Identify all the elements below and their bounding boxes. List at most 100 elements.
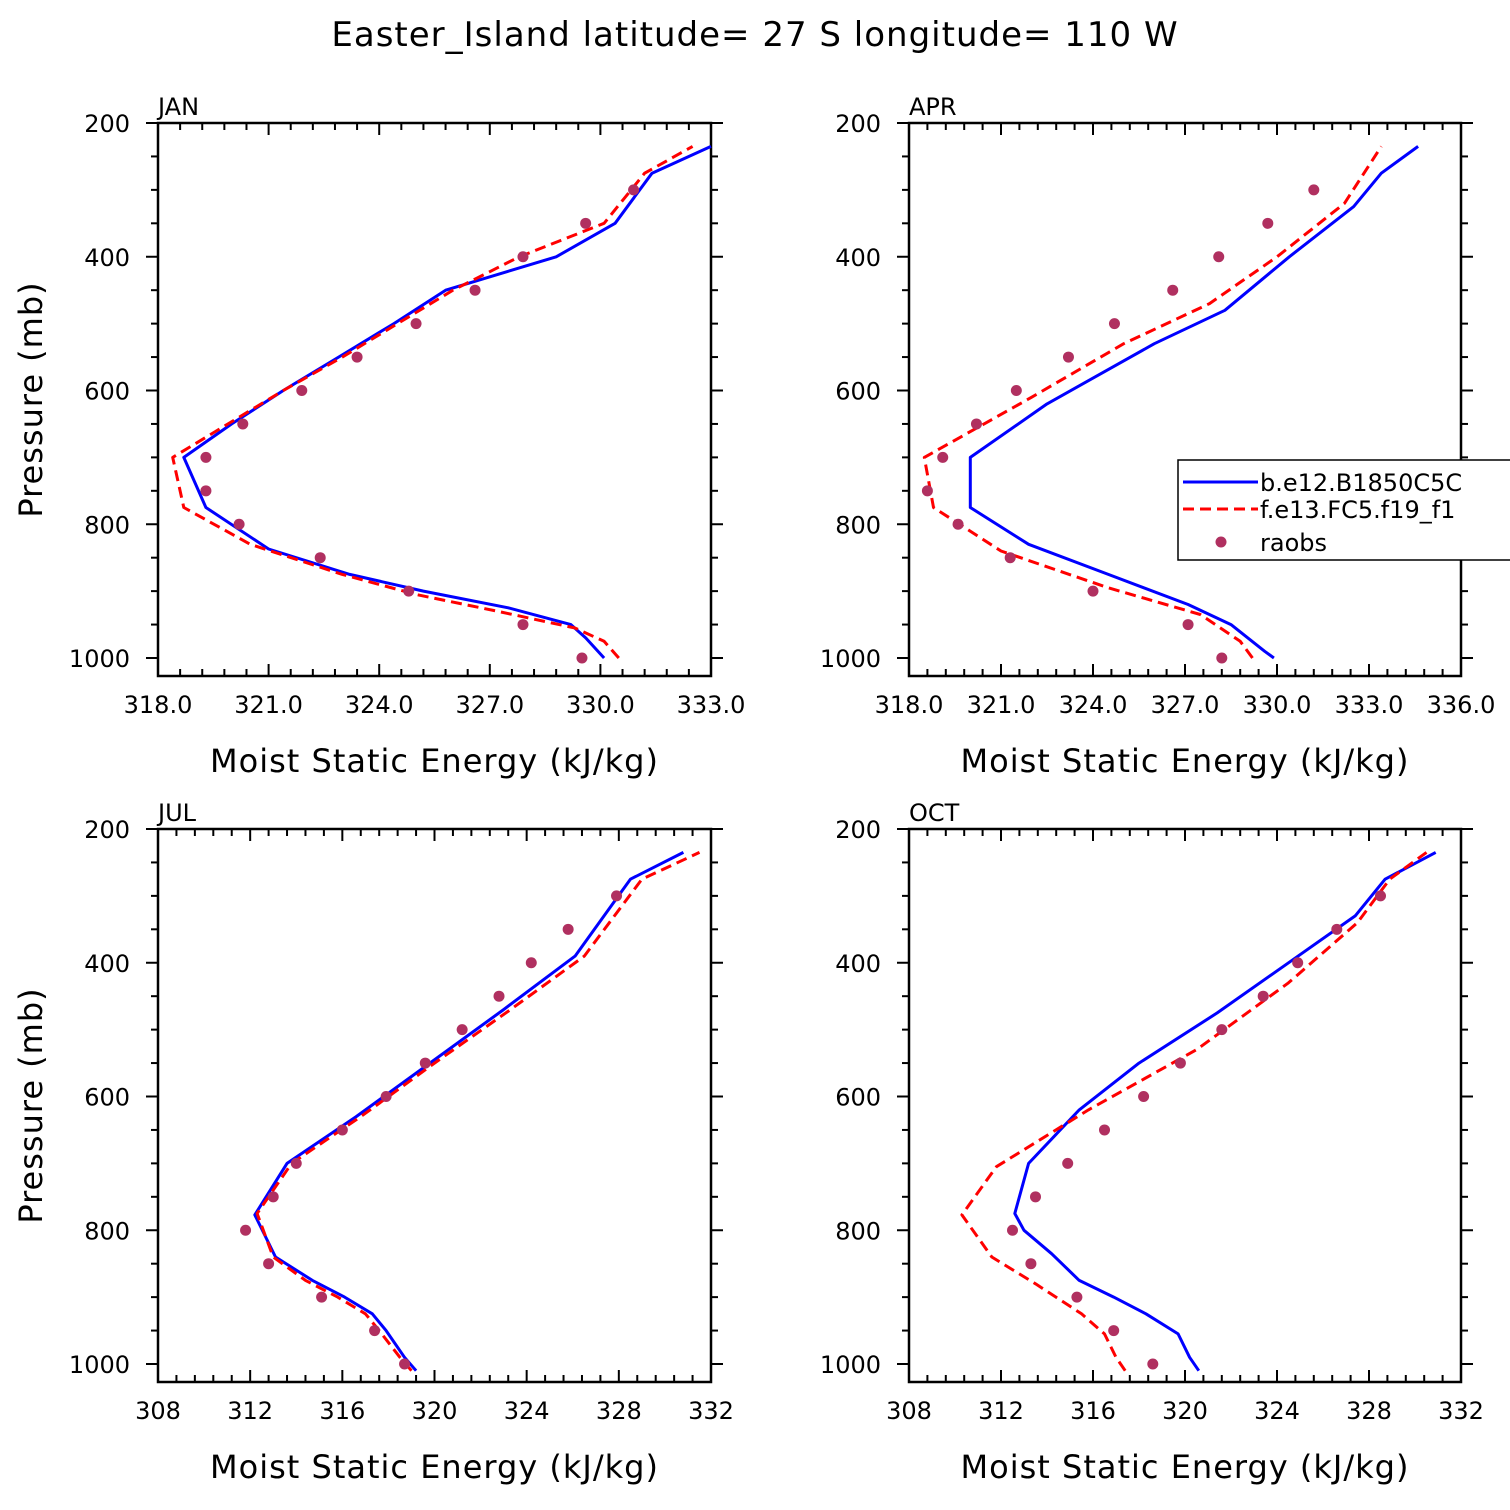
raobs-point (296, 385, 308, 396)
x-tick-label: 318.0 (124, 691, 193, 719)
raobs-point (403, 585, 415, 597)
raobs-point (351, 351, 363, 363)
raobs-point (1331, 923, 1343, 935)
x-tick-label: 324 (1254, 1397, 1300, 1425)
raobs-point (1375, 890, 1386, 902)
raobs-point (952, 518, 964, 530)
raobs-point (314, 552, 326, 564)
raobs-point (1182, 619, 1194, 631)
x-tick-label: 324.0 (1059, 691, 1128, 719)
f-model-line (255, 851, 701, 1372)
raobs-point (369, 1325, 381, 1337)
raobs-point (1071, 1291, 1083, 1303)
panel-label: JAN (156, 93, 199, 121)
raobs-point (399, 1358, 411, 1370)
panel-label: OCT (909, 799, 960, 827)
f-model-line (922, 145, 1383, 659)
y-tick-label: 200 (835, 816, 881, 844)
b-model-line (253, 851, 685, 1372)
raobs-point (562, 923, 574, 935)
x-tick-label: 333.0 (677, 691, 746, 719)
raobs-point (1062, 1157, 1074, 1169)
raobs-point (1174, 1057, 1186, 1069)
y-tick-label: 800 (835, 1217, 881, 1245)
panel-label: JUL (156, 799, 197, 827)
raobs-point (1062, 351, 1074, 363)
raobs-point (240, 1224, 252, 1236)
y-tick-label: 600 (835, 378, 881, 406)
legend-entry-label: raobs (1260, 529, 1327, 557)
plot-frame (907, 121, 1463, 678)
y-tick-label: 400 (84, 244, 130, 272)
x-axis-label: Moist Static Energy (kJ/kg) (210, 1448, 659, 1486)
raobs-point (970, 418, 982, 430)
x-tick-label: 336.0 (1427, 691, 1496, 719)
y-tick-label: 1000 (69, 1351, 130, 1379)
y-tick-label: 1000 (820, 645, 881, 673)
x-tick-label: 330.0 (1243, 691, 1312, 719)
y-tick-label: 200 (84, 110, 130, 138)
x-tick-label: 320 (1162, 1397, 1208, 1425)
raobs-point (1147, 1358, 1159, 1370)
y-tick-label: 400 (84, 950, 130, 978)
y-tick-label: 800 (835, 511, 881, 539)
y-tick-label: 400 (835, 244, 881, 272)
raobs-point (1004, 552, 1016, 564)
raobs-point (580, 217, 592, 229)
y-axis-label: Pressure (mb) (12, 987, 50, 1223)
legend-box (1177, 459, 1510, 561)
raobs-point (200, 451, 212, 463)
y-tick-label: 600 (84, 378, 130, 406)
panel-jan: JAN 318.0 321.0 324.0 327.0 330.0 333.0 200 400 6… (12, 93, 745, 780)
legend-entry-label: b.e12.B1850C5C (1260, 469, 1462, 497)
raobs-point (200, 485, 212, 497)
panel-apr: APR 318.0 321.0 324.0 327.0 330.0 333.0 336.0 20… (820, 93, 1495, 780)
raobs-point (410, 318, 422, 330)
x-tick-label: 308 (886, 1397, 932, 1425)
raobs-point (493, 990, 505, 1002)
y-tick-label: 400 (835, 950, 881, 978)
y-tick-label: 200 (84, 816, 130, 844)
x-tick-label: 321.0 (967, 691, 1036, 719)
raobs-point (517, 251, 529, 263)
x-tick-label: 324.0 (345, 691, 414, 719)
raobs-point (469, 284, 481, 296)
raobs-point (1010, 385, 1022, 396)
raobs-point (456, 1024, 468, 1036)
raobs-point (1262, 217, 1274, 229)
raobs-point (937, 451, 949, 463)
x-tick-label: 332 (688, 1397, 734, 1425)
x-tick-label: 308 (135, 1397, 181, 1425)
y-tick-label: 800 (84, 511, 130, 539)
x-tick-label: 327.0 (455, 691, 524, 719)
raobs-point (1138, 1091, 1150, 1102)
raobs-point (517, 619, 529, 631)
raobs-point (233, 518, 245, 530)
raobs-point (1216, 652, 1228, 664)
raobs-point (1216, 1024, 1228, 1036)
raobs-point (1167, 284, 1179, 296)
x-tick-label: 332 (1438, 1397, 1484, 1425)
x-tick-label: 328 (1346, 1397, 1392, 1425)
panel-jul: JUL 308 312 316 320 324 328 332 200 400 600 800 1000… (12, 799, 734, 1486)
raobs-point (1292, 957, 1304, 969)
b-model-line (968, 145, 1419, 660)
y-axis-label: Pressure (mb) (12, 281, 50, 517)
figure-title: Easter_Island latitude= 27 S longitude= … (331, 15, 1178, 55)
x-tick-label: 321.0 (234, 691, 303, 719)
y-tick-label: 200 (835, 110, 881, 138)
y-tick-label: 800 (84, 1217, 130, 1245)
raobs-point (1087, 585, 1099, 597)
raobs-point (1257, 990, 1269, 1002)
f-model-line (171, 145, 694, 659)
x-tick-label: 316 (1070, 1397, 1116, 1425)
x-tick-label: 312 (227, 1397, 273, 1425)
panel-oct: OCT 308 312 316 320 324 328 332 200 400 600 800 1000… (820, 799, 1484, 1486)
raobs-point (628, 184, 640, 196)
raobs-point (316, 1291, 328, 1303)
raobs-point (263, 1258, 275, 1270)
x-tick-label: 318.0 (875, 691, 944, 719)
b-model-line (182, 145, 712, 660)
x-tick-label: 333.0 (1335, 691, 1404, 719)
